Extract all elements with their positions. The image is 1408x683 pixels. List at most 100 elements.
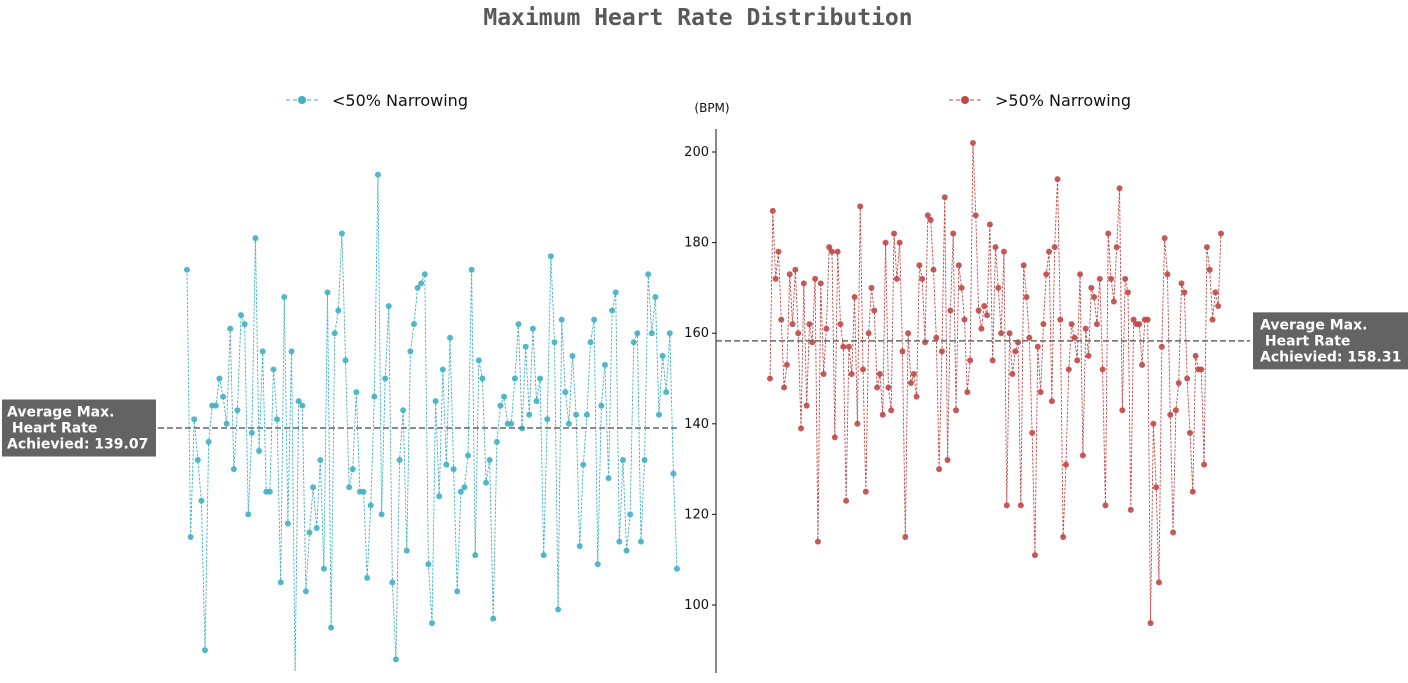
data-point bbox=[238, 312, 245, 319]
data-point bbox=[913, 393, 920, 400]
average-label-box bbox=[2, 399, 156, 457]
data-point bbox=[490, 615, 497, 622]
data-point bbox=[295, 398, 302, 405]
data-point bbox=[259, 348, 266, 355]
data-point bbox=[1085, 352, 1092, 359]
data-point bbox=[843, 497, 850, 504]
data-point bbox=[1105, 230, 1112, 237]
data-point bbox=[558, 316, 565, 323]
data-point bbox=[933, 334, 940, 341]
data-point bbox=[1060, 534, 1067, 541]
data-point bbox=[537, 375, 544, 382]
data-point bbox=[605, 475, 612, 482]
data-point bbox=[1099, 366, 1106, 373]
data-point bbox=[1184, 375, 1191, 382]
data-point bbox=[978, 325, 985, 332]
data-point bbox=[964, 389, 971, 396]
y-tick-label: 180 bbox=[684, 236, 709, 251]
data-point bbox=[989, 357, 996, 364]
data-point bbox=[421, 271, 428, 278]
data-point bbox=[551, 339, 558, 346]
data-point bbox=[1054, 176, 1061, 183]
data-point bbox=[245, 511, 252, 518]
data-point bbox=[666, 330, 673, 337]
data-point bbox=[443, 461, 450, 468]
data-point bbox=[410, 321, 417, 328]
data-point bbox=[616, 538, 623, 545]
data-point bbox=[396, 457, 403, 464]
data-point bbox=[367, 502, 374, 509]
data-point bbox=[1043, 271, 1050, 278]
average-label: Average Max. Heart Rate Achievied: 158.31 bbox=[1260, 317, 1401, 365]
data-point bbox=[418, 280, 425, 287]
data-point bbox=[594, 561, 601, 568]
data-point bbox=[212, 402, 219, 409]
data-point bbox=[1003, 502, 1010, 509]
data-point bbox=[591, 316, 598, 323]
data-point bbox=[789, 321, 796, 328]
data-point bbox=[798, 425, 805, 432]
data-point bbox=[414, 284, 421, 291]
data-point bbox=[953, 407, 960, 414]
right-legend: >50% Narrowing bbox=[949, 91, 1131, 110]
data-point bbox=[194, 457, 201, 464]
data-point bbox=[601, 361, 608, 368]
data-point bbox=[1218, 230, 1224, 237]
data-point bbox=[425, 561, 432, 568]
data-point bbox=[569, 352, 576, 359]
data-point bbox=[497, 402, 504, 409]
data-point bbox=[580, 461, 587, 468]
data-point bbox=[346, 484, 353, 491]
data-point bbox=[947, 307, 954, 314]
y-tick-label: 160 bbox=[684, 326, 709, 341]
left-average-annotation: Average Max. Heart Rate Achievied: 139.07 bbox=[2, 399, 680, 457]
data-point bbox=[371, 393, 378, 400]
data-point bbox=[256, 447, 263, 454]
average-label: Average Max. Heart Rate Achievied: 139.07 bbox=[7, 405, 148, 453]
data-point bbox=[1091, 293, 1098, 300]
y-tick-label: 140 bbox=[684, 417, 709, 432]
data-point bbox=[1124, 289, 1131, 296]
data-point bbox=[342, 357, 349, 364]
data-point bbox=[1037, 389, 1044, 396]
data-point bbox=[544, 416, 551, 423]
data-point bbox=[202, 647, 209, 654]
data-point bbox=[910, 370, 917, 377]
data-point bbox=[851, 293, 858, 300]
data-point bbox=[1198, 366, 1205, 373]
data-point bbox=[547, 253, 554, 260]
data-point bbox=[205, 438, 212, 445]
data-point bbox=[941, 194, 948, 201]
data-point bbox=[674, 565, 680, 572]
data-point bbox=[950, 230, 957, 237]
data-point bbox=[407, 348, 414, 355]
data-point bbox=[479, 375, 486, 382]
data-point bbox=[429, 620, 435, 627]
left-legend: <50% Narrowing bbox=[286, 91, 468, 110]
data-point bbox=[274, 416, 281, 423]
data-point bbox=[338, 230, 345, 237]
data-point bbox=[1113, 244, 1120, 251]
data-point bbox=[634, 330, 641, 337]
data-point bbox=[1209, 316, 1216, 323]
average-label-box bbox=[1253, 312, 1408, 370]
data-point bbox=[529, 325, 536, 332]
data-point bbox=[515, 321, 522, 328]
data-point bbox=[862, 488, 869, 495]
data-point bbox=[191, 416, 198, 423]
data-point bbox=[652, 293, 659, 300]
data-point bbox=[1096, 275, 1103, 282]
data-point bbox=[598, 402, 605, 409]
data-point bbox=[938, 348, 945, 355]
data-point bbox=[501, 393, 508, 400]
data-point bbox=[955, 262, 962, 269]
data-point bbox=[1051, 244, 1058, 251]
data-point bbox=[493, 438, 500, 445]
data-point bbox=[1170, 529, 1177, 536]
data-point bbox=[1020, 262, 1027, 269]
data-point bbox=[281, 293, 288, 300]
right-panel: >50% Narrowing (BPM) 100120140160180200 … bbox=[684, 91, 1408, 673]
data-point bbox=[349, 466, 356, 473]
data-point bbox=[1116, 185, 1123, 192]
